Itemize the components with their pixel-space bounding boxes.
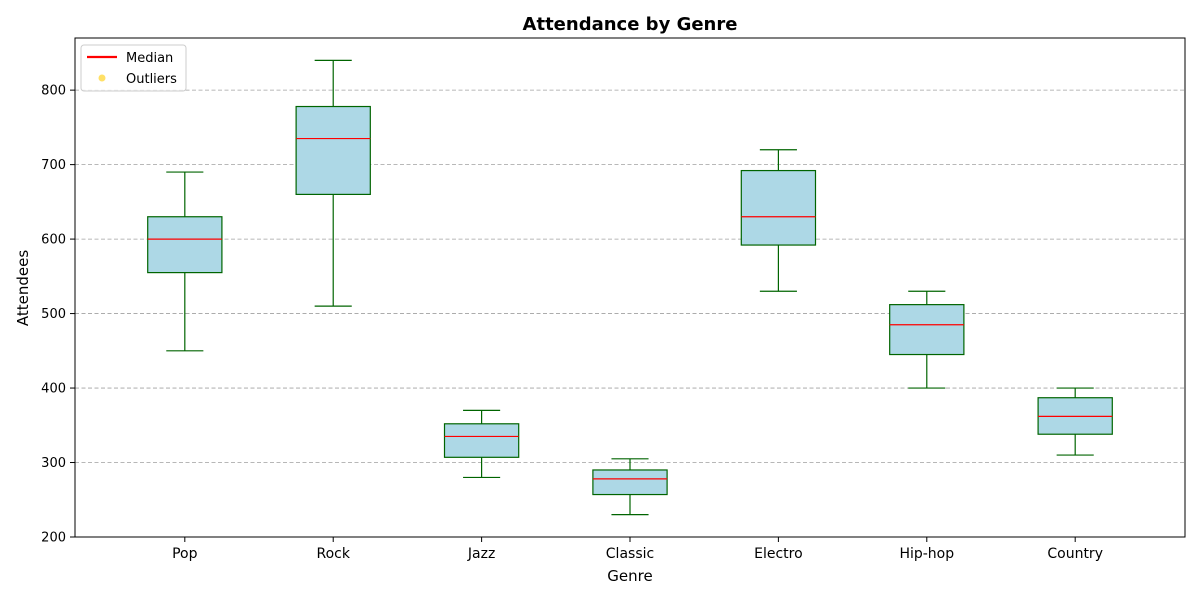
chart-title: Attendance by Genre — [523, 14, 738, 35]
box-pop — [147, 171, 223, 352]
iqr-box — [443, 423, 520, 458]
iqr-box — [889, 304, 965, 356]
y-tick-label: 800 — [41, 84, 66, 99]
box-rock — [295, 59, 371, 307]
iqr-box — [592, 469, 668, 496]
y-tick-label: 700 — [41, 158, 66, 173]
x-tick-label: Rock — [316, 546, 350, 562]
y-tick-label: 200 — [41, 531, 66, 546]
boxes — [147, 59, 1113, 516]
box-hip-hop — [889, 290, 965, 389]
x-axis-label: Genre — [607, 567, 652, 585]
iqr-box — [740, 169, 817, 246]
box-electro — [740, 149, 817, 292]
x-tick-label: Pop — [172, 546, 198, 562]
legend: Median Outliers — [80, 44, 187, 92]
iqr-box — [147, 216, 223, 274]
y-tick-label: 600 — [41, 233, 66, 248]
x-tick-label: Country — [1047, 546, 1103, 562]
x-tick-label: Electro — [754, 546, 803, 562]
y-axis-label: Attendees — [14, 250, 32, 326]
box-jazz — [443, 409, 520, 479]
box-classic — [592, 458, 668, 516]
legend-median-label: Median — [126, 51, 173, 66]
box-country — [1037, 387, 1113, 456]
y-tick-label: 500 — [41, 307, 66, 322]
iqr-box — [295, 105, 371, 196]
y-tick-label: 400 — [41, 382, 66, 397]
x-axis-ticks: Pop Rock Jazz Classic Electro Hip-hop Country — [172, 537, 1103, 562]
x-tick-label: Classic — [606, 546, 654, 562]
legend-outliers-label: Outliers — [126, 72, 177, 87]
y-axis-ticks: 200 300 400 500 600 700 800 — [41, 84, 75, 546]
y-tick-label: 300 — [41, 456, 66, 471]
legend-outliers-swatch — [98, 74, 106, 82]
x-tick-label: Jazz — [467, 546, 495, 562]
x-tick-label: Hip-hop — [899, 546, 954, 562]
